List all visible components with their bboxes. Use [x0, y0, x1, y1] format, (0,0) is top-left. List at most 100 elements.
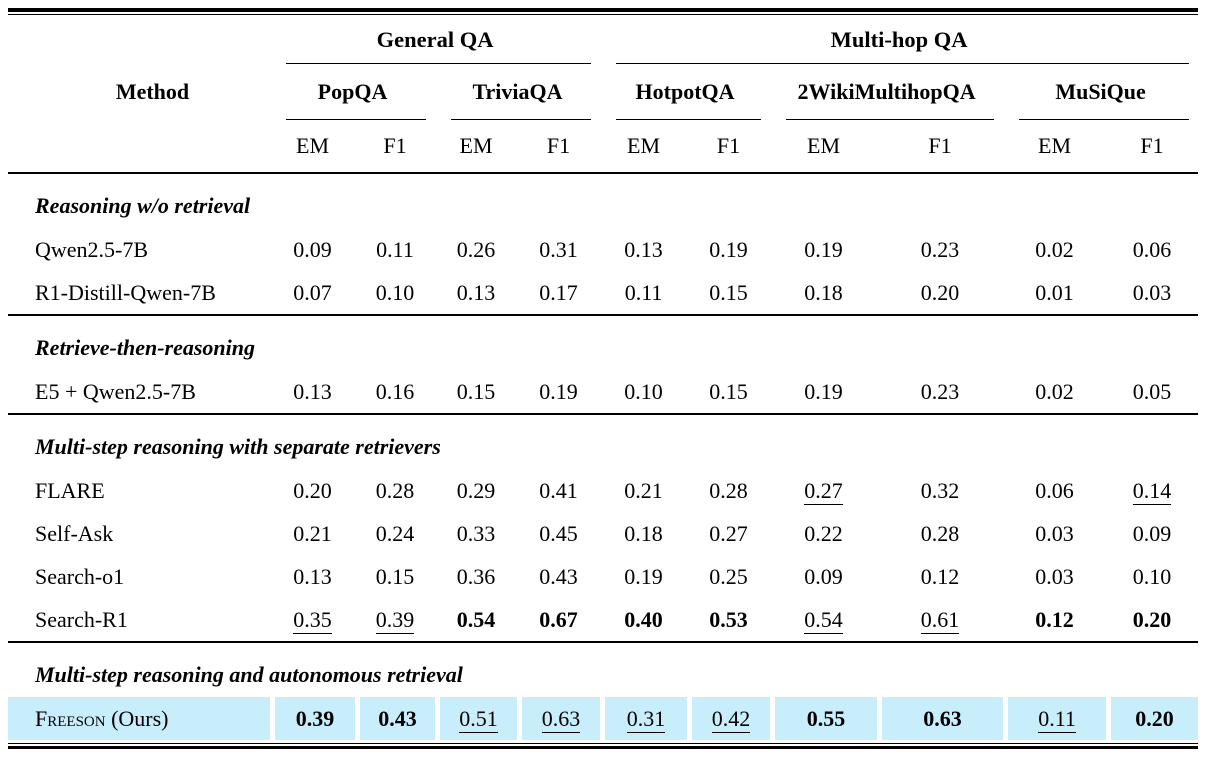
dataset-underline [786, 118, 995, 121]
value-cell: 0.15 [687, 370, 770, 413]
value-text: 0.15 [709, 279, 748, 305]
value-cell: 0.23 [877, 370, 1003, 413]
value-text: 0.29 [456, 477, 496, 503]
value-text: 0.22 [804, 520, 843, 546]
value-text: 0.15 [709, 378, 748, 404]
value-cell: 0.09 [1106, 512, 1198, 555]
value-text: 0.39 [375, 606, 415, 634]
value-cell: 0.07 [270, 271, 355, 314]
value-text: 0.16 [375, 378, 415, 404]
value-cell: 0.54 [435, 598, 517, 641]
metric-header-f1: F1 [877, 120, 1004, 175]
value-cell: 0.43 [517, 555, 600, 598]
value-cell: 0.39 [270, 697, 355, 741]
group-header-multi-hop-qa: Multi-hop QA [600, 15, 1198, 65]
value-text: 0.01 [1035, 279, 1074, 305]
table-row: E5 + Qwen2.5-7B 0.13 0.16 0.15 0.19 0.10 0.15 0… [8, 370, 1198, 413]
value-text: 0.63 [541, 705, 581, 733]
section-title: Retrieve-then-reasoning [8, 314, 1199, 370]
value-cell: 0.63 [517, 697, 601, 741]
method-column-spacer [8, 120, 270, 175]
value-cell: 0.01 [1003, 271, 1106, 314]
value-cell: 0.14 [1106, 469, 1198, 512]
metric-header-em: EM [770, 120, 878, 175]
value-text: 0.43 [378, 705, 417, 731]
value-text: 0.25 [709, 563, 748, 589]
metric-header-row: EM F1 EM F1 EM F1 EM F1 EM F1 [8, 120, 1199, 175]
value-text: 0.19 [804, 236, 843, 262]
value-text: 0.42 [711, 705, 751, 733]
section-header-row: Reasoning w/o retrieval [8, 174, 1198, 228]
value-cell: 0.53 [687, 598, 770, 641]
value-cell: 0.43 [355, 697, 435, 741]
method-cell: Self-Ask [35, 520, 114, 546]
metric-header-f1: F1 [517, 120, 601, 175]
value-cell: 0.27 [770, 469, 877, 512]
value-cell: 0.18 [770, 271, 877, 314]
value-text: 0.28 [709, 477, 748, 503]
bottom-rule-thin [8, 742, 1198, 745]
section-header-row: Retrieve-then-reasoning [8, 314, 1199, 370]
value-text: 0.03 [1035, 520, 1074, 546]
value-cell: 0.18 [600, 512, 687, 555]
value-text: 0.15 [456, 378, 496, 404]
method-cell: Qwen2.5-7B [35, 236, 149, 262]
value-cell: 0.41 [517, 469, 600, 512]
value-text: 0.54 [804, 606, 843, 634]
value-cell: 0.20 [270, 469, 355, 512]
section-header-row: Multi-step reasoning with separate retri… [8, 413, 1199, 469]
value-text: 0.27 [709, 520, 748, 546]
value-text: 0.67 [539, 606, 578, 632]
method-cell: Freeson (Ours) [8, 697, 270, 741]
dataset-label: PopQA [317, 79, 388, 105]
value-text: 0.13 [456, 279, 496, 305]
value-text: 0.14 [1132, 477, 1172, 505]
value-text: 0.21 [624, 477, 663, 503]
table-row: Qwen2.5-7B 0.09 0.11 0.26 0.31 0.13 0.19 0.19 0.… [8, 228, 1198, 271]
value-text: 0.32 [920, 477, 960, 503]
value-cell: 0.03 [1106, 271, 1198, 314]
value-text: 0.36 [456, 563, 496, 589]
value-cell: 0.32 [877, 469, 1003, 512]
value-cell: 0.02 [1003, 370, 1106, 413]
value-cell: 0.54 [770, 598, 877, 641]
value-text: 0.05 [1132, 378, 1172, 404]
metric-header-f1: F1 [355, 120, 435, 175]
value-cell: 0.19 [770, 228, 877, 271]
value-text: 0.51 [459, 705, 498, 733]
column-header-musique: MuSiQue [1003, 64, 1198, 121]
section-title: Reasoning w/o retrieval [35, 193, 251, 219]
value-cell: 0.19 [687, 228, 770, 271]
value-text: 0.26 [456, 236, 496, 262]
value-text: 0.12 [920, 563, 960, 589]
value-text: 0.11 [1038, 705, 1076, 733]
value-cell: 0.06 [1003, 469, 1106, 512]
value-cell: 0.63 [877, 697, 1004, 741]
method-cell: R1-Distill-Qwen-7B [35, 279, 216, 305]
value-text: 0.11 [376, 236, 414, 262]
value-text: 0.45 [539, 520, 578, 546]
dataset-label: MuSiQue [1055, 79, 1146, 105]
value-cell: 0.12 [877, 555, 1003, 598]
column-header-popqa: PopQA [270, 64, 435, 121]
value-text: 0.18 [624, 520, 663, 546]
value-text: 0.20 [920, 279, 960, 305]
value-cell: 0.23 [877, 228, 1003, 271]
value-cell: 0.19 [600, 555, 687, 598]
value-cell: 0.21 [600, 469, 687, 512]
method-cell: FLARE [35, 477, 105, 503]
dataset-underline [1019, 118, 1190, 121]
value-cell: 0.20 [1106, 697, 1199, 741]
value-text: 0.06 [1035, 477, 1074, 503]
dataset-label: TriviaQA [472, 79, 563, 105]
value-cell: 0.02 [1003, 228, 1106, 271]
value-cell: 0.26 [435, 228, 517, 271]
value-cell: 0.12 [1003, 598, 1106, 641]
value-cell: 0.27 [687, 512, 770, 555]
value-text: 0.55 [806, 705, 846, 731]
value-cell: 0.19 [517, 370, 600, 413]
value-cell: 0.55 [770, 697, 878, 741]
value-cell: 0.10 [355, 271, 435, 314]
value-cell: 0.16 [355, 370, 435, 413]
value-cell: 0.24 [355, 512, 435, 555]
